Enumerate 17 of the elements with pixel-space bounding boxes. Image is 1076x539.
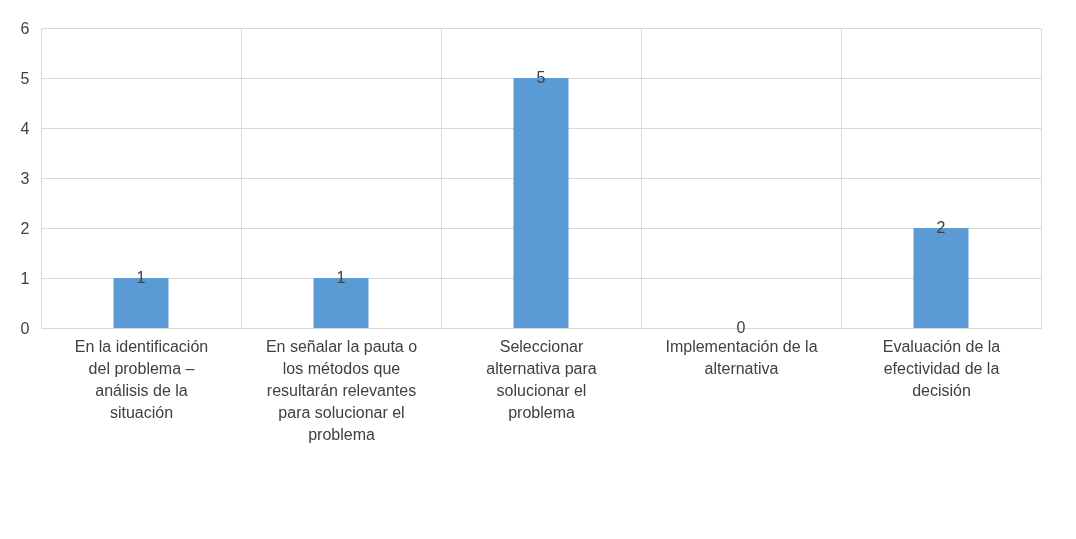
y-tick-label: 6 xyxy=(20,19,30,37)
y-tick-label: 1 xyxy=(20,269,30,287)
data-label: 2 xyxy=(936,219,946,236)
y-tick-label: 2 xyxy=(20,219,30,237)
data-label: 5 xyxy=(536,69,546,86)
x-tick-label: En señalar la pauta o los métodos que resultarán relevantes para solucionar el problema xyxy=(265,337,418,443)
x-tick-label: Implementación de la alternativa xyxy=(665,337,818,377)
y-tick-label: 0 xyxy=(20,319,30,337)
x-tick-label: Seleccionar alternativa para solucionar el problema xyxy=(486,337,597,421)
data-label: 1 xyxy=(336,269,346,286)
x-tick-label: Evaluación de la efectividad de la decisión xyxy=(882,337,1001,399)
data-label: 0 xyxy=(736,319,746,336)
y-tick-label: 5 xyxy=(20,69,30,87)
y-tick-label: 4 xyxy=(20,119,30,137)
x-tick-label: En la identificación del problema – análisis de la situación xyxy=(74,337,209,421)
y-tick-label: 3 xyxy=(20,169,30,187)
data-label: 1 xyxy=(136,269,146,286)
